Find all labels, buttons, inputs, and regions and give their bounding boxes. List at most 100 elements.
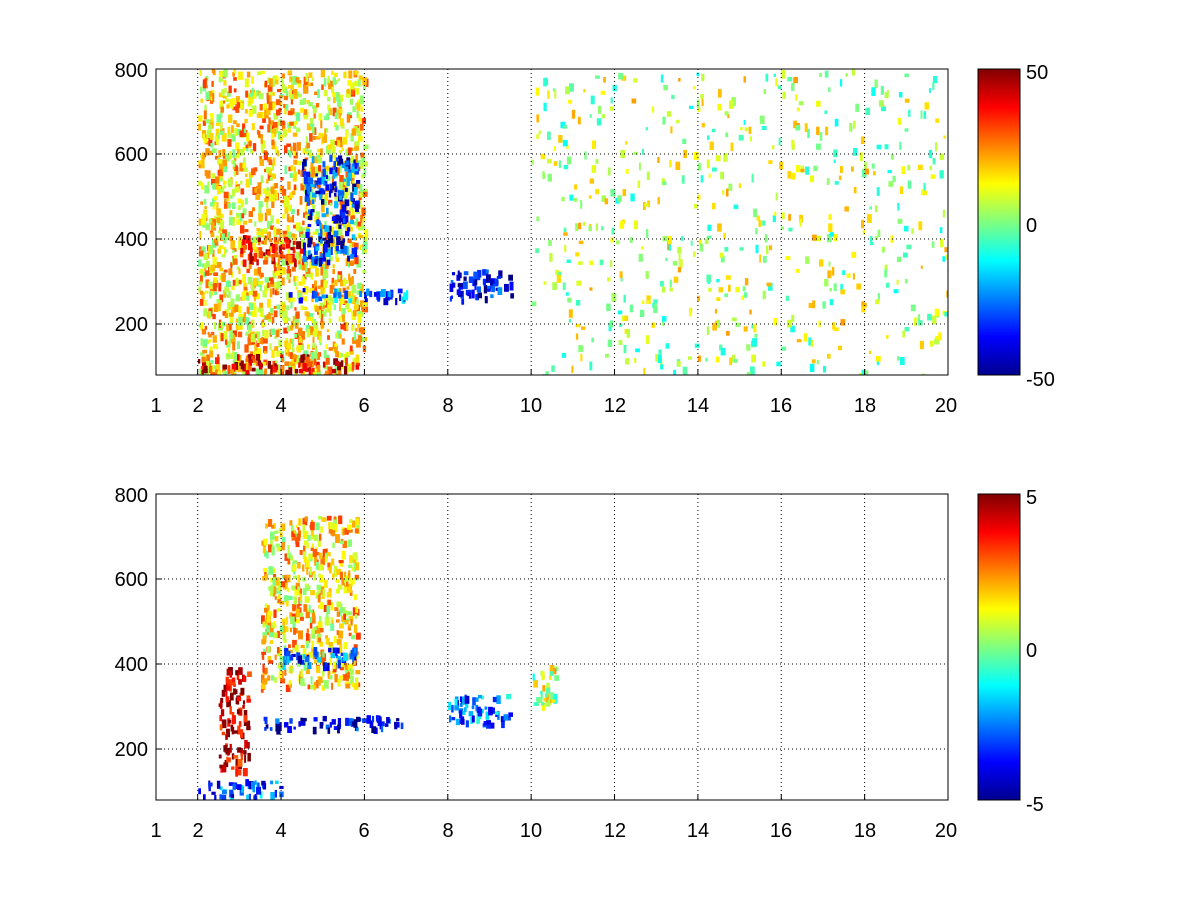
heatmap-cell [317,177,322,185]
heatmap-cell [302,587,307,595]
heatmap-cell [264,717,268,724]
heatmap-cell [346,581,349,587]
heatmap-cell [291,190,296,196]
y-tick-label: 600 [115,144,148,166]
heatmap-cell [348,564,353,569]
heatmap-cell [256,227,260,231]
heatmap-cell [240,687,245,695]
heatmap-cell [322,657,325,666]
heatmap-cell [202,120,206,126]
heatmap-cell [343,571,347,581]
heatmap-cell [319,302,323,308]
heatmap-cell [242,208,247,216]
heatmap-cell [239,251,244,258]
heatmap-cell [316,584,322,590]
heatmap-cell [266,298,271,308]
heatmap-cell [221,133,227,142]
heatmap-cell [247,354,253,358]
heatmap-cell [315,651,319,660]
heatmap-cell [308,367,311,375]
heatmap-cell [236,214,241,219]
heatmap-cell [322,361,326,368]
heatmap-cell [351,284,357,294]
heatmap-cell [306,542,309,549]
heatmap-cell [236,266,240,271]
heatmap-cell [291,266,296,272]
heatmap-cell [310,174,315,178]
heatmap-cell [284,361,289,366]
heatmap-cell [313,573,316,581]
heatmap-cell [215,139,219,145]
heatmap-cell [271,133,275,139]
heatmap-cell [333,304,336,311]
heatmap-cell [290,320,294,329]
heatmap-cell [300,354,305,363]
heatmap-cell [796,269,800,273]
heatmap-cell [463,271,469,276]
heatmap-cell [720,255,725,263]
heatmap-cell [701,73,705,82]
heatmap-cell [904,279,908,284]
heatmap-cell [221,794,227,800]
heatmap-cell [293,276,296,282]
heatmap-cell [660,364,664,370]
heatmap-cell [335,245,339,252]
heatmap-cell [470,716,473,725]
heatmap-cell [307,186,311,195]
heatmap-cell [312,331,318,337]
heatmap-cell [236,96,240,103]
heatmap-cell [231,125,234,133]
heatmap-cell [335,125,339,131]
heatmap-cell [205,360,210,369]
heatmap-cell [323,604,328,612]
heatmap-cell [296,80,302,84]
heatmap-cell [354,71,359,75]
heatmap-cell [326,329,330,333]
heatmap-cell [308,651,313,659]
heatmap-cell [204,205,207,209]
heatmap-cell [225,249,228,253]
heatmap-cell [251,87,254,97]
x-tick-label: 20 [935,820,957,842]
heatmap-cell [255,250,260,257]
heatmap-cell [311,284,316,292]
heatmap-cell [344,166,349,172]
heatmap-cell [329,108,333,116]
heatmap-cell [218,174,224,181]
heatmap-cell [931,241,935,248]
heatmap-cell [225,98,229,103]
heatmap-cell [313,717,318,722]
heatmap-cell [331,682,334,690]
heatmap-cell [280,523,286,531]
heatmap-cell [320,148,323,156]
heatmap-cell [219,226,223,232]
heatmap-cell [289,338,294,345]
heatmap-cell [299,357,302,366]
heatmap-cell [204,104,207,112]
heatmap-cell [376,291,381,300]
heatmap-cell [824,279,829,287]
heatmap-cell [356,128,361,137]
heatmap-cell [577,261,583,265]
heatmap-cell [328,521,332,529]
heatmap-cell [862,229,865,235]
heatmap-cell [293,596,297,605]
heatmap-cell [331,281,334,286]
heatmap-cell [329,567,332,574]
heatmap-cell [349,207,354,211]
heatmap-cell [799,214,803,223]
heatmap-cell [266,220,272,230]
heatmap-cell [336,236,341,245]
heatmap-cell [264,350,267,354]
heatmap-cell [571,365,574,373]
heatmap-cell [204,263,207,269]
heatmap-cell [228,268,233,275]
heatmap-cell [744,127,749,132]
heatmap-cell [239,710,242,716]
heatmap-cell [317,587,321,595]
heatmap-cell [358,113,361,122]
heatmap-cell [317,621,323,628]
heatmap-cell [864,370,869,375]
heatmap-cell [347,172,352,179]
heatmap-cell [689,308,692,317]
